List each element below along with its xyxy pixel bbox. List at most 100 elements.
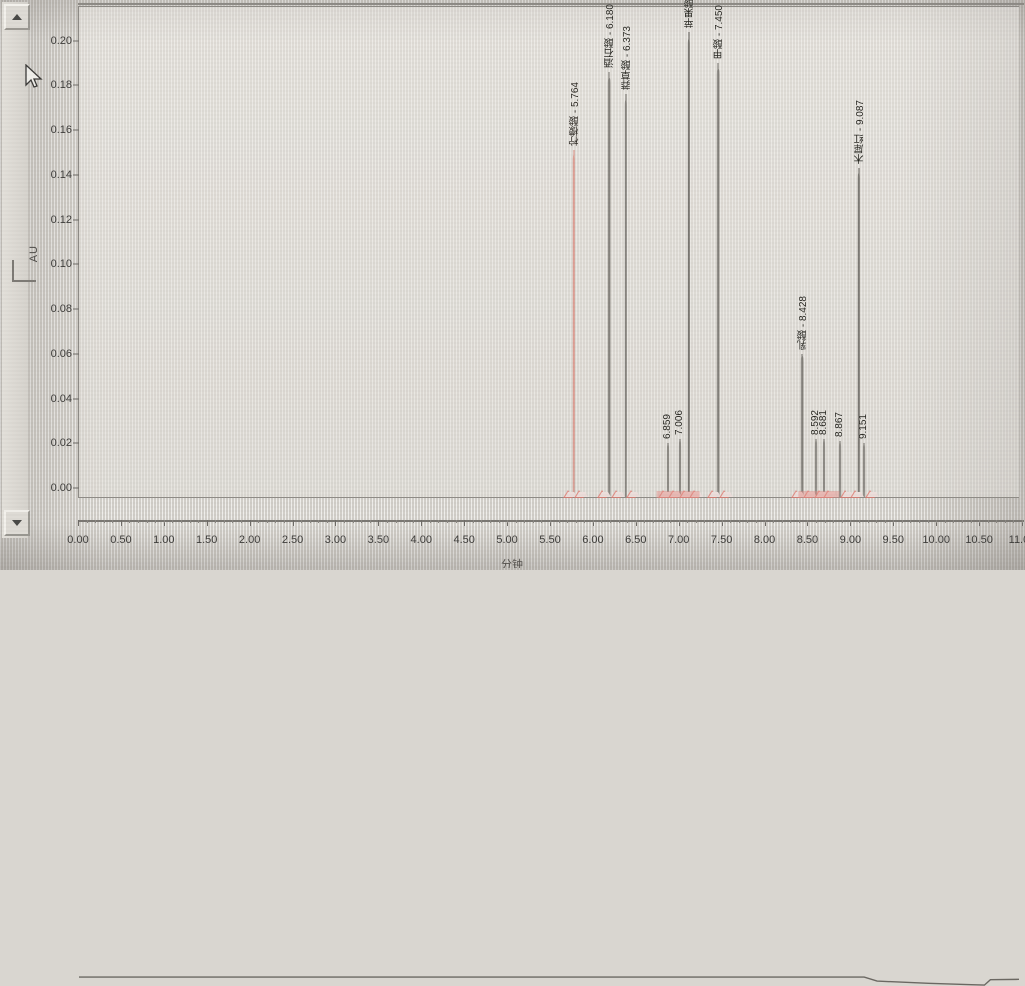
peak-marker-inner [842,492,855,497]
peak-marker-inner [576,492,589,497]
y-tick-label: 0.18 [50,79,72,92]
x-minor-tick [558,520,560,523]
x-tick-label: 1.00 [153,534,175,546]
peak-marker-triangle [840,490,855,498]
x-minor-tick [996,520,998,523]
y-axis-bracket [12,260,36,282]
y-tick-mark [73,174,79,176]
x-tick-label: 4.00 [410,534,432,546]
x-minor-tick [704,520,706,523]
y-tick-mark [73,263,79,265]
peak-label: 柠檬酸 - 5.764 [569,82,581,147]
peak-marker-inner [681,492,694,497]
x-tick-mark [979,520,981,526]
x-tick-mark [893,520,895,526]
x-tick-label: 1.50 [196,534,218,546]
x-tick-label: 5.50 [539,534,561,546]
x-minor-tick [180,520,182,523]
x-minor-tick [567,520,569,523]
peak-marker-triangle [667,490,682,498]
chromatogram-plot[interactable]: 0.00 0.02 0.04 0.06 0.08 0.10 0.12 0.14 0.16 0.18… [51,0,1019,986]
x-minor-tick [301,520,303,523]
x-minor-tick [163,520,165,523]
y-tick-mark [73,487,79,489]
peak-body [624,100,628,497]
x-minor-tick [1022,520,1023,523]
x-tick-mark [764,520,766,526]
x-minor-tick [841,520,843,523]
y-tick-mark [73,398,79,400]
x-minor-tick [438,520,440,523]
x-minor-tick [489,520,491,523]
peak-marker-inner [867,492,880,497]
peak-marker-triangle [813,490,828,498]
peak-marker-inner [659,492,672,497]
x-minor-tick [498,520,500,523]
x-minor-tick [747,520,749,523]
triangle-down-icon [12,520,22,526]
y-tick-label: 0.10 [50,258,72,271]
x-minor-tick [258,520,260,523]
x-minor-tick [953,520,955,523]
x-minor-tick [893,520,895,523]
x-tick-label: 0.00 [67,534,89,546]
peak-label: 甲酸 - 7.450 [714,5,726,59]
x-minor-tick [86,520,88,523]
x-minor-tick [472,520,474,523]
x-minor-tick [481,520,483,523]
triangle-up-icon [12,14,22,20]
x-tick-mark [292,520,294,526]
y-tick-label: 0.04 [50,392,72,405]
x-tick-mark [850,520,852,526]
x-tick-mark [592,520,594,526]
x-tick-label: 3.50 [367,534,390,546]
x-minor-tick [764,520,766,523]
x-minor-tick [979,520,981,523]
peak-marker-inner [792,492,805,497]
x-minor-tick [713,520,715,523]
peak-marker-inner [851,492,864,497]
peak-body [838,441,842,497]
x-minor-tick [412,520,414,523]
x-tick-label: 7.00 [668,534,690,546]
x-minor-tick [858,520,860,523]
x-minor-tick [807,520,809,523]
x-minor-tick [961,520,963,523]
peak-marker-triangle [707,490,722,498]
peak-marker-triangle [625,490,640,498]
peak-marker-inner [627,492,640,497]
peak-marker-inner [825,492,838,497]
x-minor-tick [833,520,835,523]
x-minor-tick [309,520,311,523]
x-minor-tick [816,520,818,523]
peak-marker-triangle [611,490,626,498]
x-minor-tick [670,520,672,523]
x-minor-tick [275,520,277,523]
vertical-scrollbar[interactable] [2,2,30,538]
x-minor-tick [344,520,346,523]
scroll-down-button[interactable] [4,510,30,536]
y-tick-label: 0.16 [50,124,72,137]
x-tick-label: 2.50 [281,534,304,546]
x-tick-mark [507,520,509,526]
peak-label: 7.006 [674,409,686,435]
x-minor-tick [369,520,371,523]
x-minor-tick [970,520,972,523]
x-tick-label: 10.00 [922,534,950,546]
x-minor-tick [155,520,157,523]
scroll-up-button[interactable] [4,4,30,30]
x-minor-tick [824,520,826,523]
x-tick-mark [550,520,551,526]
x-minor-tick [661,520,663,523]
peak-marker-inner [815,492,828,497]
peak-marker-inner [669,492,682,497]
x-minor-tick [515,520,517,523]
x-minor-tick [215,520,217,523]
x-minor-tick [524,520,526,523]
x-minor-tick [352,520,354,523]
peak-marker-triangle [657,490,672,498]
peak-label: 8.867 [833,412,845,438]
x-minor-tick [635,520,637,523]
x-minor-tick [103,520,105,523]
x-minor-tick [919,520,921,523]
